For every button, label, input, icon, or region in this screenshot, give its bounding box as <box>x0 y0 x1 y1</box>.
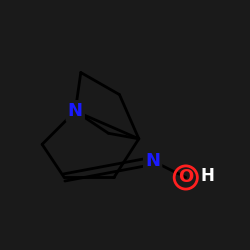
Text: O: O <box>178 168 194 186</box>
Text: N: N <box>145 152 160 170</box>
Text: H: H <box>201 167 215 185</box>
Text: N: N <box>68 102 83 120</box>
